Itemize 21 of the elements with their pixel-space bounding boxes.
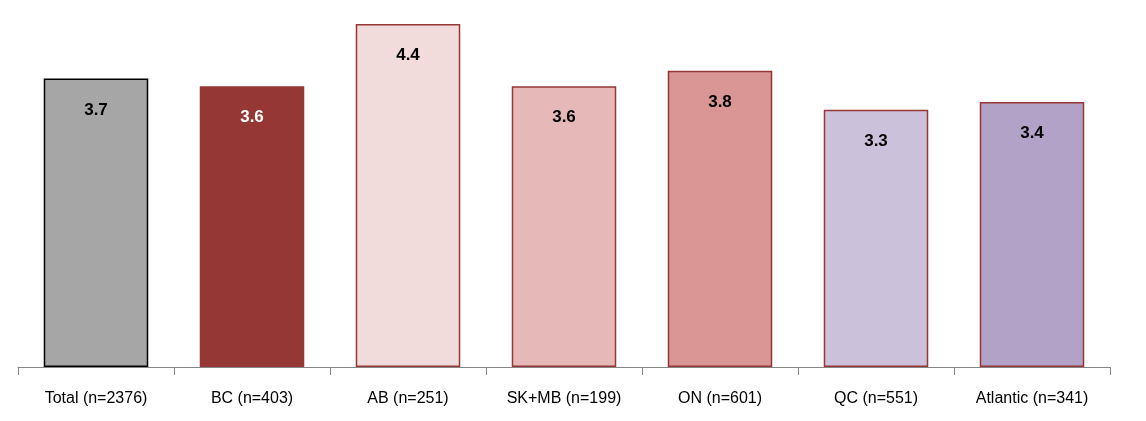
x-tick-label: AB (n=251) bbox=[367, 388, 449, 406]
x-tick-label: ON (n=601) bbox=[677, 388, 763, 406]
data-label: 3.4 bbox=[1020, 122, 1045, 142]
bar bbox=[823, 109, 929, 367]
data-label: 4.4 bbox=[396, 45, 421, 64]
bar bbox=[511, 86, 617, 367]
bar bbox=[979, 101, 1085, 367]
data-label: 3.7 bbox=[84, 99, 108, 119]
x-tick-label: BC (n=403) bbox=[210, 388, 294, 406]
data-label: 3.3 bbox=[864, 130, 888, 150]
bar bbox=[355, 24, 461, 367]
x-tick-label: Atlantic (n=341) bbox=[975, 388, 1089, 406]
x-tick-label: Total (n=2376) bbox=[44, 388, 148, 406]
x-tick-label: QC (n=551) bbox=[833, 388, 919, 406]
x-tick-label: SK+MB (n=199) bbox=[506, 388, 622, 406]
data-label: 3.8 bbox=[708, 91, 732, 111]
bar bbox=[43, 78, 149, 367]
data-label: 3.6 bbox=[240, 107, 264, 127]
bar bbox=[667, 70, 773, 367]
bar bbox=[199, 86, 305, 367]
data-label: 3.6 bbox=[552, 107, 576, 127]
